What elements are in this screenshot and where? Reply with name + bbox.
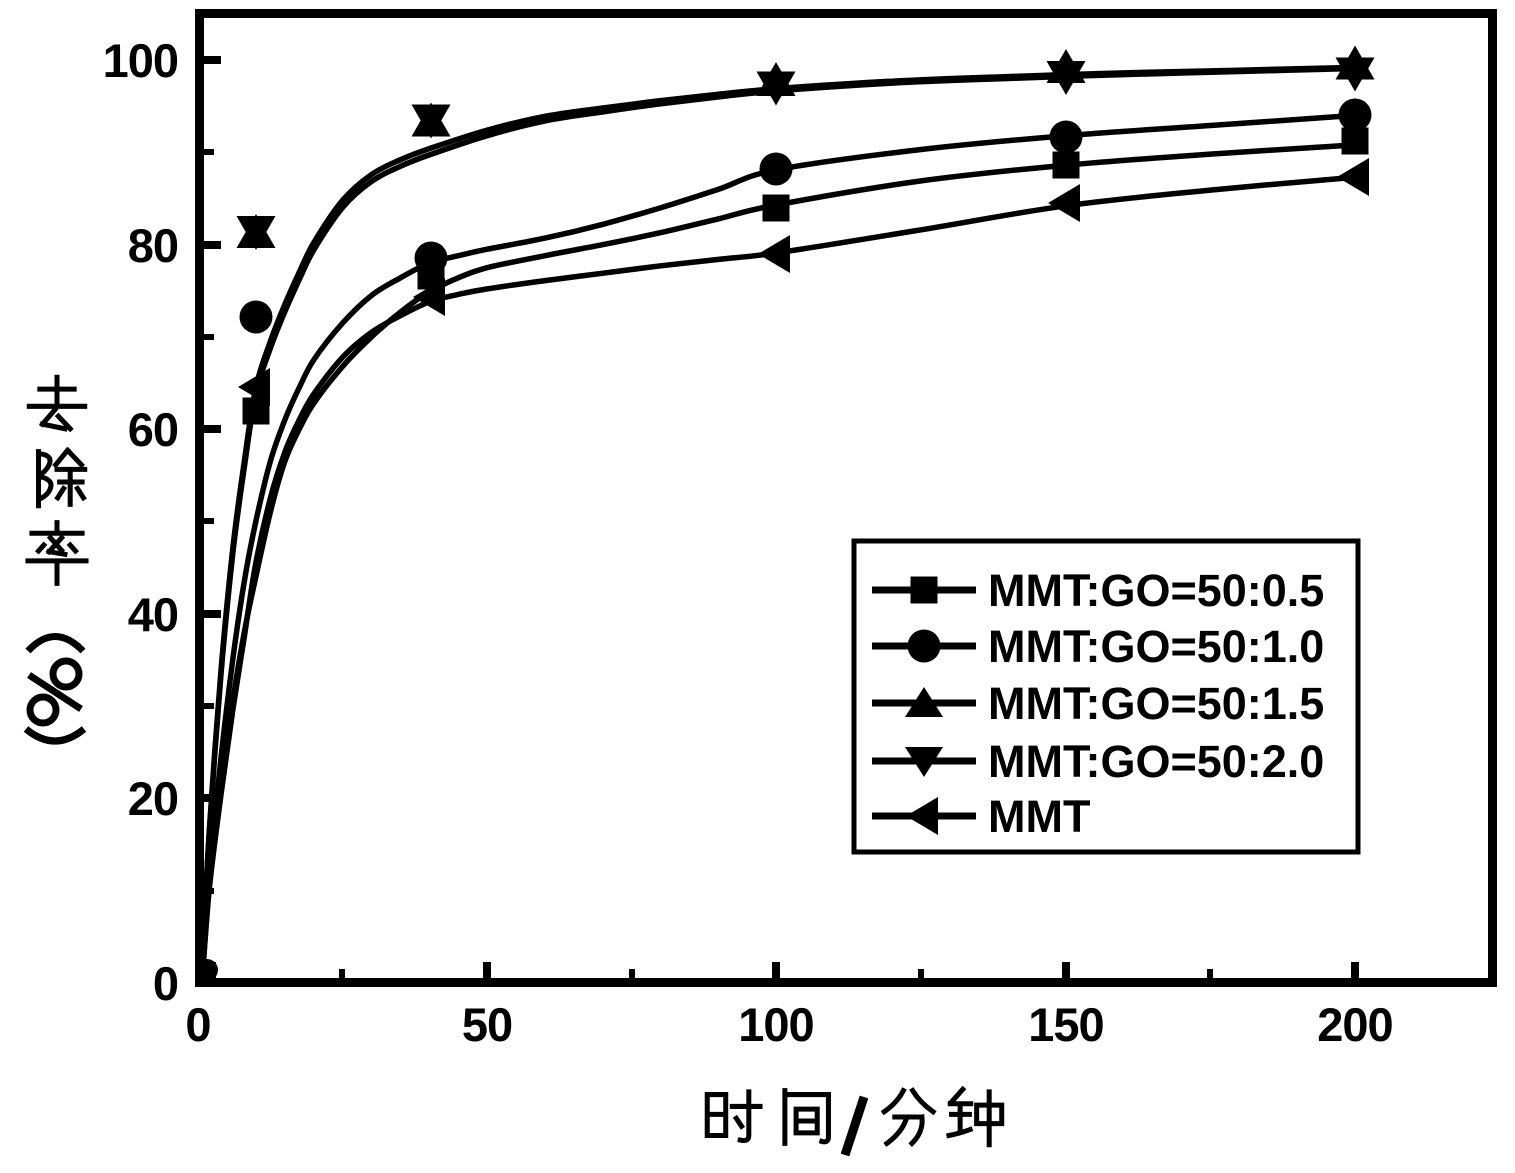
svg-text:0: 0	[185, 998, 210, 1051]
svg-text:200: 200	[1317, 998, 1392, 1051]
svg-text:100: 100	[738, 998, 813, 1051]
svg-text:80: 80	[128, 219, 178, 272]
svg-text:20: 20	[128, 772, 178, 825]
svg-text:50: 50	[462, 998, 512, 1051]
svg-text:MMT: MMT	[988, 791, 1090, 842]
svg-text:100: 100	[103, 34, 178, 87]
svg-text:150: 150	[1028, 998, 1103, 1051]
svg-text:MMT:GO=50:0.5: MMT:GO=50:0.5	[988, 565, 1324, 616]
svg-text:MMT:GO=50:1.5: MMT:GO=50:1.5	[988, 678, 1324, 729]
svg-text:MMT:GO=50:2.0: MMT:GO=50:2.0	[988, 736, 1324, 787]
svg-text:0: 0	[153, 957, 178, 1010]
svg-text:60: 60	[128, 403, 178, 456]
svg-text:MMT:GO=50:1.0: MMT:GO=50:1.0	[988, 621, 1324, 672]
svg-text:40: 40	[128, 588, 178, 641]
